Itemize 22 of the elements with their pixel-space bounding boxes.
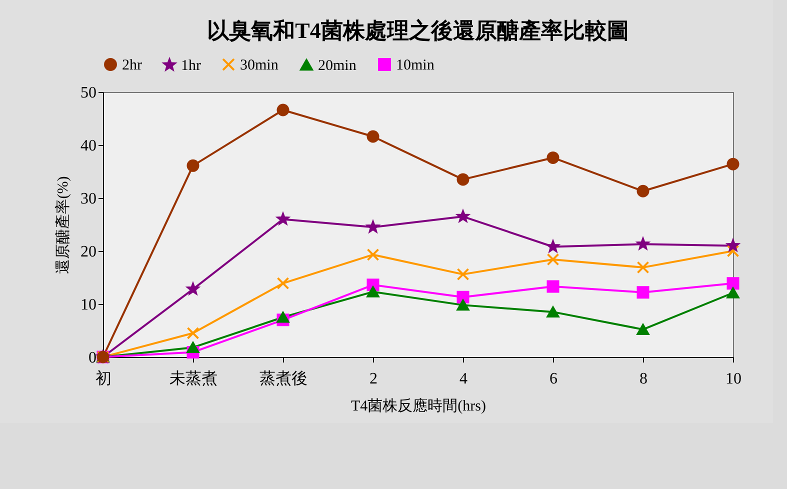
x-tick-label: 8 [640, 370, 648, 388]
y-axis-title: 還原醣產率(%) [54, 176, 72, 274]
x-axis-title: T4菌株反應時間(hrs) [351, 398, 486, 414]
y-tick-label: 30 [80, 190, 96, 208]
y-tick-label: 40 [80, 138, 96, 154]
x-tick-label: 初 [96, 370, 112, 388]
legend-label: 10min [396, 58, 435, 74]
x-tick-label: 4 [460, 370, 468, 388]
legend-label: 20min [318, 58, 357, 74]
y-tick-label: 10 [80, 296, 96, 314]
y-tick-label: 0 [88, 350, 96, 366]
legend-label: 2hr [122, 58, 142, 74]
legend-label: 30min [240, 58, 279, 74]
y-tick-label: 20 [80, 244, 96, 260]
x-tick-label: 蒸煮後 [260, 370, 308, 388]
chart-title: 以臭氧和T4菌株處理之後還原醣產率比較圖 [207, 18, 629, 43]
x-tick-label: 6 [550, 370, 558, 388]
y-tick-label: 50 [80, 84, 96, 102]
legend-label: 1hr [181, 58, 201, 74]
x-tick-label: 未蒸煮 [170, 370, 218, 388]
x-tick-label: 2 [370, 370, 378, 388]
x-tick-label: 10 [726, 370, 742, 388]
